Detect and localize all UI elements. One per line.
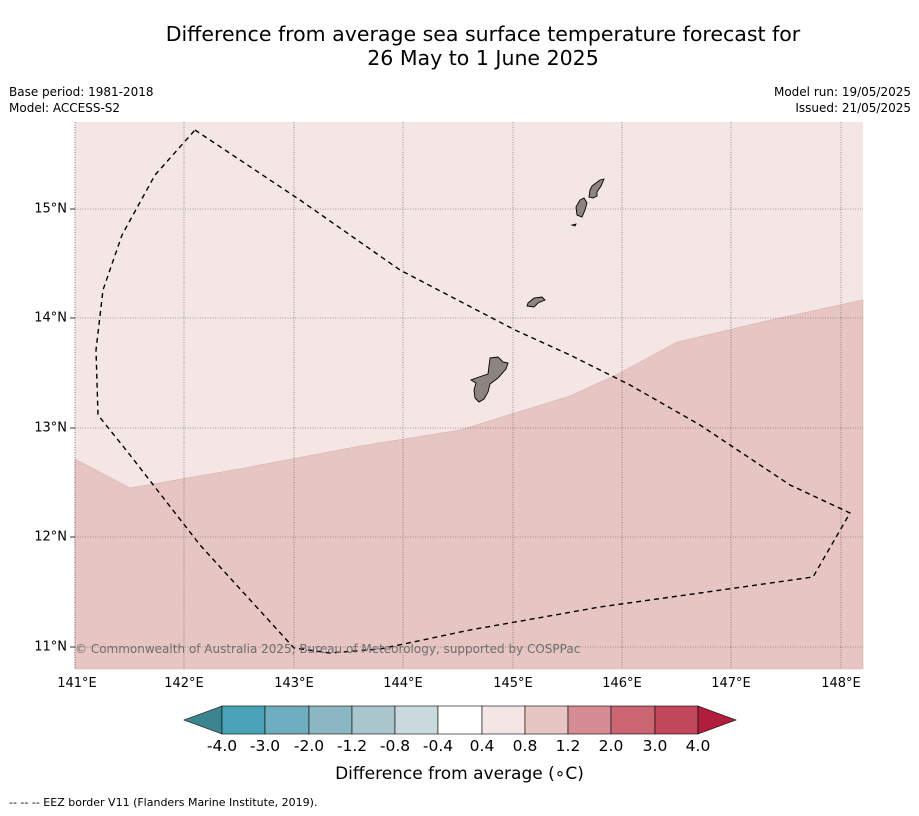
colorbar-segment-11	[654, 705, 699, 735]
model-text: Model: ACCESS-S2	[9, 101, 121, 115]
island-saipan	[588, 178, 605, 199]
colorbar-tick-label: 0.4	[469, 737, 495, 755]
colorbar-tick-label: -3.0	[249, 737, 281, 755]
colorbar-segment-10	[610, 705, 656, 735]
lat-label-15n: 15°N	[34, 201, 67, 217]
lon-label-147e: 147°E	[711, 676, 751, 691]
lon-label-141e: 141°E	[57, 676, 97, 691]
lon-label-143e: 143°E	[274, 676, 314, 691]
colorbar-extend-high	[697, 705, 737, 735]
colorbar-segment-8	[524, 705, 569, 735]
island-guam	[469, 356, 509, 403]
islands	[469, 178, 605, 403]
lat-label-11n: 11°N	[34, 639, 67, 655]
colorbar-segment-5	[394, 705, 439, 735]
lon-label-142e: 142°E	[164, 676, 204, 691]
lat-label-14n: 14°N	[34, 310, 67, 326]
colorbar-segment-1	[221, 705, 266, 735]
lat-label-12n: 12°N	[34, 529, 67, 545]
colorbar	[183, 705, 737, 735]
colorbar-segment-3	[308, 705, 353, 735]
map-title: Difference from average sea surface temp…	[160, 22, 806, 70]
colorbar-tick-label: -0.4	[422, 737, 454, 755]
issued-text: Issued: 21/05/2025	[795, 101, 911, 115]
lat-label-13n: 13°N	[34, 420, 67, 436]
model-run-text: Model run: 19/05/2025	[773, 85, 911, 99]
colorbar-tick-label: 4.0	[685, 737, 711, 755]
island-aguijan	[570, 223, 577, 227]
colorbar-tick-label: 0.8	[512, 737, 538, 755]
colorbar-segment-6	[437, 705, 483, 735]
eez-legend-note: -- -- -- EEZ border V11 (Flanders Marine…	[9, 796, 318, 809]
colorbar-tick-label: -0.8	[379, 737, 411, 755]
lon-label-148e: 148°E	[821, 676, 861, 691]
eez-border	[95, 129, 851, 654]
colorbar-tick-label: -1.2	[336, 737, 368, 755]
colorbar-segment-2	[264, 705, 310, 735]
metadata-left: Base period: 1981-2018 Model: ACCESS-S2	[9, 84, 154, 116]
base-period-text: Base period: 1981-2018	[9, 85, 154, 99]
copyright-text: © Commonwealth of Australia 2025, Bureau…	[75, 642, 581, 656]
island-tinian	[575, 197, 588, 218]
axis-ticks	[70, 208, 75, 648]
lon-label-144e: 144°E	[383, 676, 423, 691]
colorbar-tick-label: -4.0	[206, 737, 238, 755]
colorbar-tick-label: 1.2	[555, 737, 581, 755]
lon-label-146e: 146°E	[602, 676, 642, 691]
title-line-1: Difference from average sea surface temp…	[165, 22, 801, 46]
colorbar-title: Difference from average (∘C)	[335, 764, 584, 784]
colorbar-segment-9	[567, 705, 612, 735]
lon-label-145e: 145°E	[493, 676, 533, 691]
colorbar-segment-4	[351, 705, 396, 735]
metadata-right: Model run: 19/05/2025 Issued: 21/05/2025	[774, 84, 911, 116]
graticule	[75, 122, 863, 669]
island-rota	[526, 296, 546, 308]
colorbar-tick-label: 3.0	[642, 737, 668, 755]
colorbar-segment-7	[481, 705, 526, 735]
colorbar-tick-label: -2.0	[293, 737, 325, 755]
title-line-2: 26 May to 1 June 2025	[367, 46, 599, 70]
anomaly-region-darker	[74, 299, 864, 670]
colorbar-extend-low	[183, 705, 223, 735]
colorbar-tick-label: 2.0	[598, 737, 624, 755]
